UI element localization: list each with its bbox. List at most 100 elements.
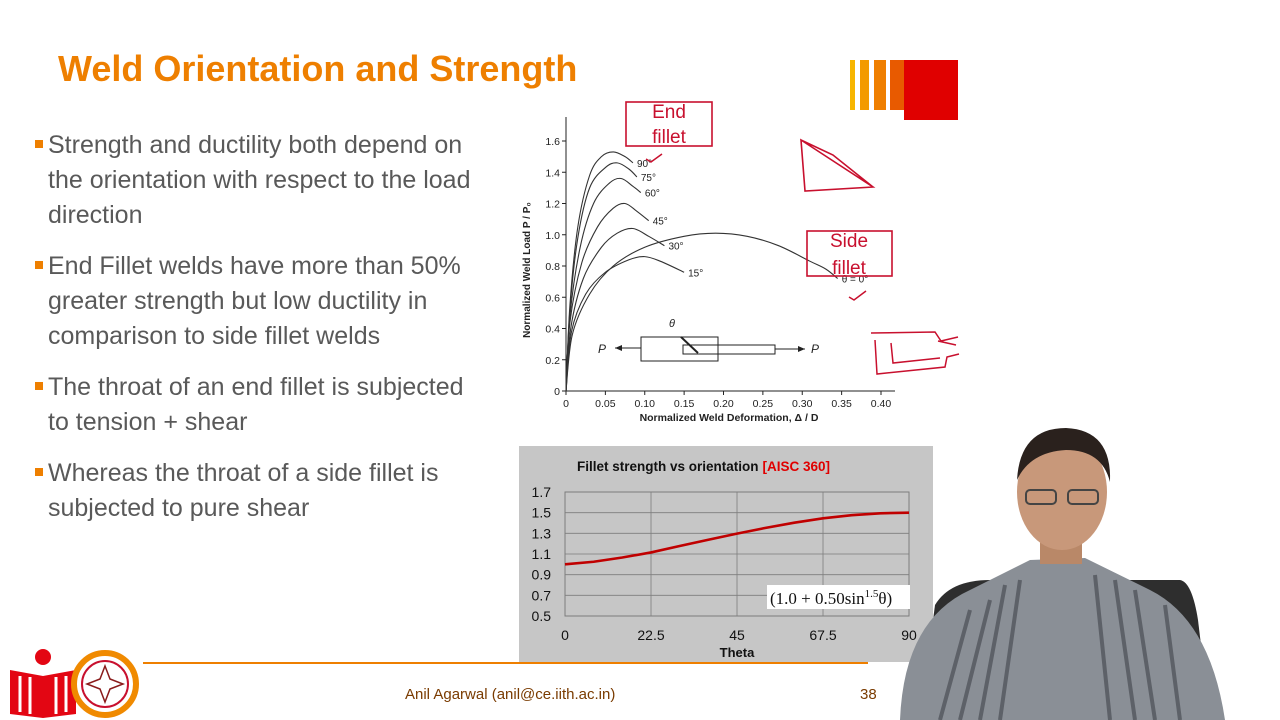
logo-star xyxy=(84,663,126,705)
y-tick-label: 1.1 xyxy=(532,546,552,562)
bullet-list: Strength and ductility both depend on th… xyxy=(34,128,474,542)
x-tick-label: 0.20 xyxy=(713,398,734,410)
presenter-glasses xyxy=(1025,489,1057,505)
load-curve xyxy=(565,162,638,392)
y-tick-label: 0.6 xyxy=(545,292,560,304)
inset-load-left: P xyxy=(598,342,606,356)
slide-title: Weld Orientation and Strength xyxy=(58,48,578,89)
x-tick-label: 0.25 xyxy=(753,398,774,410)
load-curve xyxy=(565,202,650,392)
bullet-marker xyxy=(35,468,43,476)
fillet-strength-chart: Fillet strength vs orientation [AISC 360]… xyxy=(532,459,917,660)
footer-credit: Anil Agarwal (anil@ce.iith.ac.in) xyxy=(405,686,616,703)
chart-title-tag: [AISC 360] xyxy=(763,459,831,474)
presenter-video xyxy=(900,428,1225,720)
y-tick-label: 0.4 xyxy=(545,324,560,336)
logo-book-stripes xyxy=(18,676,68,714)
inset-weld-line xyxy=(680,336,699,354)
y-tick-label: 1.3 xyxy=(532,525,552,541)
formula-tail: θ) xyxy=(878,589,892,608)
x-tick-label: 0.35 xyxy=(831,398,852,410)
x-axis-title: Theta xyxy=(720,645,755,660)
check-mark-0 xyxy=(848,290,867,301)
load-curve xyxy=(565,256,685,392)
x-tick-label: 67.5 xyxy=(809,627,836,643)
logo-ring-inner xyxy=(81,660,129,708)
presenter-hair xyxy=(1017,428,1111,482)
bullet-item: End Fillet welds have more than 50% grea… xyxy=(34,249,474,354)
x-tick-label: 45 xyxy=(729,627,745,643)
curve-angle-label: 90° xyxy=(637,159,652,170)
aisc-chart-panel: Fillet strength vs orientation [AISC 360]… xyxy=(519,446,933,662)
x-tick-label: 0 xyxy=(561,627,569,643)
bullet-text: The throat of an end fillet is subjected… xyxy=(48,373,464,436)
x-tick-label: 0 xyxy=(563,398,569,410)
joint-sketch xyxy=(870,331,960,375)
bullet-item: Whereas the throat of a side fillet is s… xyxy=(34,456,474,526)
footer-rule xyxy=(143,662,868,664)
x-tick-label: 0.10 xyxy=(635,398,656,410)
formula-main: (1.0 + 0.50sin xyxy=(770,589,865,608)
y-tick-label: 0.7 xyxy=(532,587,552,603)
curve-angle-label: 30° xyxy=(668,242,683,253)
presenter-head xyxy=(1017,434,1107,550)
presenter-shirt xyxy=(900,558,1225,720)
bullet-marker xyxy=(35,261,43,269)
logo-ring xyxy=(71,650,139,718)
end-fillet-note-1: End xyxy=(652,102,686,123)
load-curve xyxy=(565,232,839,392)
institute-logo xyxy=(10,649,139,718)
y-tick-label: 0.2 xyxy=(545,355,560,367)
bullet-text: End Fillet welds have more than 50% grea… xyxy=(48,252,461,350)
side-fillet-box xyxy=(806,230,893,277)
end-fillet-note-2: fillet xyxy=(652,127,687,148)
y-tick-label: 1.7 xyxy=(532,484,552,500)
x-tick-label: 0.40 xyxy=(871,398,892,410)
handwritten-annotations: End fillet Side fillet xyxy=(625,101,960,375)
load-curve xyxy=(565,227,665,392)
curve-angle-label: 60° xyxy=(645,189,660,200)
strength-curve xyxy=(564,511,910,566)
inset-plate-left xyxy=(640,336,719,362)
formula-box xyxy=(767,585,910,609)
load-deformation-chart: 0 0.05 0.10 0.15 0.20 0.25 0.30 0.35 0.40 0 0.2 0.4… xyxy=(522,101,960,424)
bullet-marker xyxy=(35,382,43,390)
check-mark-90 xyxy=(645,153,663,163)
x-tick-label: 90 xyxy=(901,627,917,643)
weld-inset-sketch: P P θ xyxy=(598,318,819,362)
chart-title: Fillet strength vs orientation [AISC 360] xyxy=(577,459,830,474)
y-tick-label: 1.2 xyxy=(545,199,560,211)
curve-angle-label: θ = 0° xyxy=(842,275,869,286)
y-tick-label: 0.9 xyxy=(532,567,552,583)
bullet-item: Strength and ductility both depend on th… xyxy=(34,128,474,233)
inset-theta: θ xyxy=(669,318,675,330)
y-tick-label: 1.6 xyxy=(545,136,560,148)
y-tick-label: 0.8 xyxy=(545,261,560,273)
inset-arrowhead-left xyxy=(615,345,622,351)
curve-angle-label: 45° xyxy=(653,217,668,228)
y-tick-label: 1.5 xyxy=(532,505,552,521)
bullet-item: The throat of an end fillet is subjected… xyxy=(34,370,474,440)
x-tick-label: 0.15 xyxy=(674,398,695,410)
end-fillet-box xyxy=(625,101,713,147)
load-curve xyxy=(565,177,642,392)
side-fillet-note-1: Side xyxy=(830,231,868,252)
bullet-marker xyxy=(35,140,43,148)
inset-load-right: P xyxy=(811,342,819,356)
bullet-text: Strength and ductility both depend on th… xyxy=(48,131,471,229)
logo-dot xyxy=(35,649,51,665)
y-tick-label: 0 xyxy=(554,386,560,398)
side-fillet-note-2: fillet xyxy=(832,258,867,279)
shirt-stripes xyxy=(938,574,1182,720)
curve-angle-label: 15° xyxy=(688,268,703,279)
curve-angle-label: 75° xyxy=(641,173,656,184)
triangle-sketch xyxy=(800,138,876,192)
formula-exponent: 1.5 xyxy=(865,588,879,600)
bullet-text: Whereas the throat of a side fillet is s… xyxy=(48,459,439,522)
title-decoration xyxy=(850,60,958,120)
y-axis-label: Normalized Weld Load P / P₀ xyxy=(522,202,533,338)
x-tick-label: 0.05 xyxy=(595,398,616,410)
formula-text: (1.0 + 0.50sin1.5θ) xyxy=(770,588,892,608)
y-tick-label: 1.0 xyxy=(545,230,560,242)
chart-title-main: Fillet strength vs orientation xyxy=(577,459,759,474)
